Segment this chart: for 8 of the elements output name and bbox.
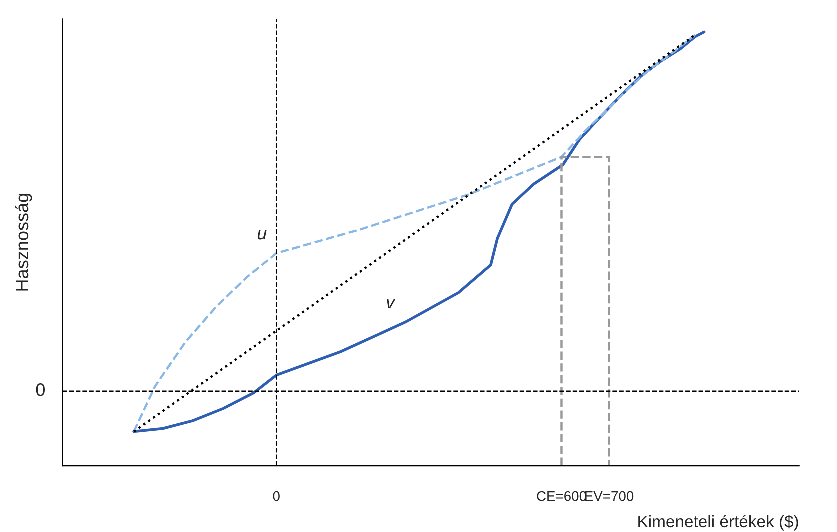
x-tick-label: CE=600 <box>537 491 586 502</box>
series-label: v <box>386 298 396 309</box>
x-axis-title: Kimeneteli értékek ($) <box>638 515 798 531</box>
x-tick-label: EV=700 <box>585 491 634 502</box>
y-axis-title: Hasznosság <box>15 194 32 291</box>
x-tick-label: 0 <box>273 491 280 502</box>
ref-line-label: 0 <box>36 383 45 396</box>
series-label: u <box>258 230 267 240</box>
